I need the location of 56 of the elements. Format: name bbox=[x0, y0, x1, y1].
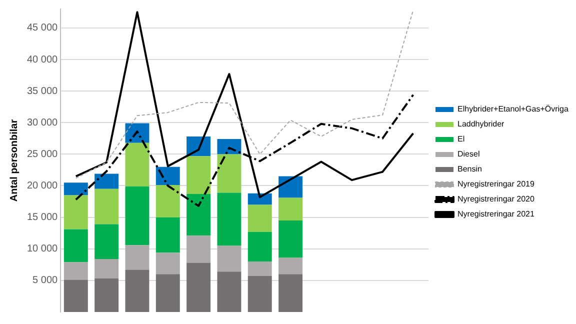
y-tick-label: 40 000 bbox=[26, 54, 58, 66]
y-tick-label: 30 000 bbox=[26, 117, 58, 128]
legend-label: Nyregistreringar 2020 bbox=[458, 194, 535, 204]
bar bbox=[278, 176, 303, 198]
bar bbox=[248, 204, 272, 232]
bar bbox=[64, 262, 88, 280]
y-tick-label: 25 000 bbox=[26, 148, 58, 160]
legend-label: El bbox=[458, 134, 465, 144]
bar bbox=[64, 182, 88, 196]
legend-label: Elhybrider+Etanol+Gas+Övriga bbox=[458, 104, 569, 114]
y-tick-label: 45 000 bbox=[26, 22, 58, 34]
bar bbox=[278, 258, 303, 274]
bar bbox=[125, 186, 150, 246]
bar bbox=[94, 174, 119, 189]
y-tick-label: 10 000 bbox=[26, 244, 58, 255]
y-tick-label: 5 000 bbox=[32, 275, 58, 286]
bar bbox=[94, 224, 119, 259]
bar bbox=[217, 154, 242, 193]
y-axis-title: Antal personbilar bbox=[8, 119, 20, 202]
legend-label: Nyregistreringar 2019 bbox=[458, 180, 535, 189]
y-tick-label: 15 000 bbox=[26, 212, 58, 224]
bar bbox=[217, 246, 242, 272]
y-tick-label: 35 000 bbox=[26, 86, 58, 97]
bar bbox=[125, 142, 150, 186]
legend-label: Nyregistreringar 2021 bbox=[458, 210, 535, 219]
bar bbox=[248, 232, 272, 262]
bar bbox=[94, 188, 119, 224]
bar bbox=[248, 276, 272, 312]
bar bbox=[217, 139, 242, 154]
bar bbox=[217, 272, 242, 312]
bar bbox=[94, 258, 119, 279]
bar bbox=[217, 192, 242, 246]
legend-label: Diesel bbox=[458, 150, 480, 159]
y-tick-label: 20 000 bbox=[26, 180, 58, 192]
bar bbox=[64, 195, 88, 230]
bar bbox=[125, 245, 150, 270]
legend-label: Bensin bbox=[458, 164, 482, 174]
bar bbox=[94, 278, 119, 312]
bar bbox=[156, 185, 180, 218]
bar bbox=[156, 166, 180, 186]
legend-label: Laddhybrider bbox=[458, 120, 505, 129]
bar bbox=[278, 274, 303, 312]
bar bbox=[125, 123, 150, 143]
bar bbox=[156, 217, 180, 253]
bar bbox=[186, 156, 211, 194]
bar bbox=[156, 252, 180, 274]
bar bbox=[125, 270, 150, 312]
bar bbox=[186, 194, 211, 236]
bar bbox=[156, 274, 180, 312]
bar bbox=[186, 236, 211, 263]
bar bbox=[278, 198, 303, 220]
bar bbox=[64, 229, 88, 262]
bar bbox=[186, 262, 211, 312]
bar bbox=[64, 280, 88, 312]
bar bbox=[248, 262, 272, 276]
bar bbox=[278, 220, 303, 258]
